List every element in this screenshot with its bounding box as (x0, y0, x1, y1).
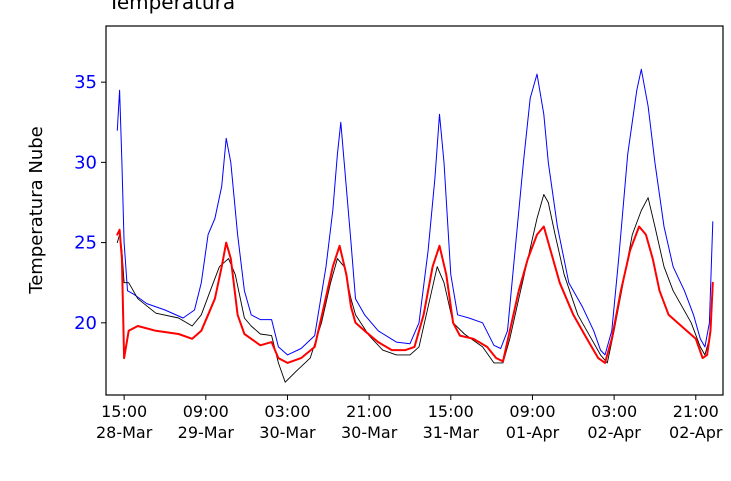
x-tick-time-label: 09:00 (509, 402, 555, 421)
x-tick-time-label: 03:00 (264, 402, 310, 421)
x-tick-date-label: 30-Mar (341, 423, 398, 442)
series-layer (116, 68, 714, 383)
series-line-3 (116, 225, 714, 364)
x-tick-date-label: 28-Mar (96, 423, 153, 442)
series-line-2 (116, 194, 714, 383)
x-tick-time-label: 15:00 (101, 402, 147, 421)
chart-title: Temperatura (107, 0, 235, 14)
x-tick-date-label: 02-Apr (669, 423, 723, 442)
x-tick-time-label: 03:00 (591, 402, 637, 421)
x-tick-date-label: 29-Mar (178, 423, 235, 442)
y-tick-label: 20 (74, 313, 97, 334)
x-tick-time-label: 21:00 (346, 402, 392, 421)
x-tick-date-label: 30-Mar (259, 423, 316, 442)
x-tick-date-label: 01-Apr (506, 423, 560, 442)
y-tick-label: 35 (74, 72, 97, 93)
y-tick-label: 25 (74, 233, 97, 254)
x-tick-date-label: 02-Apr (587, 423, 641, 442)
y-tick-label: 30 (74, 152, 97, 173)
x-tick-date-label: 31-Mar (423, 423, 480, 442)
x-tick-time-label: 09:00 (183, 402, 229, 421)
y-axis-label: Temperatura Nube (26, 126, 47, 294)
axes-layer: 20 25 30 35 15:00 28-Mar 09:00 29-Mar 03:00 30-Ma… (74, 72, 723, 442)
series-line-1 (116, 68, 714, 356)
x-tick-time-label: 21:00 (673, 402, 719, 421)
plot-frame (105, 25, 724, 396)
x-tick-time-label: 15:00 (428, 402, 474, 421)
